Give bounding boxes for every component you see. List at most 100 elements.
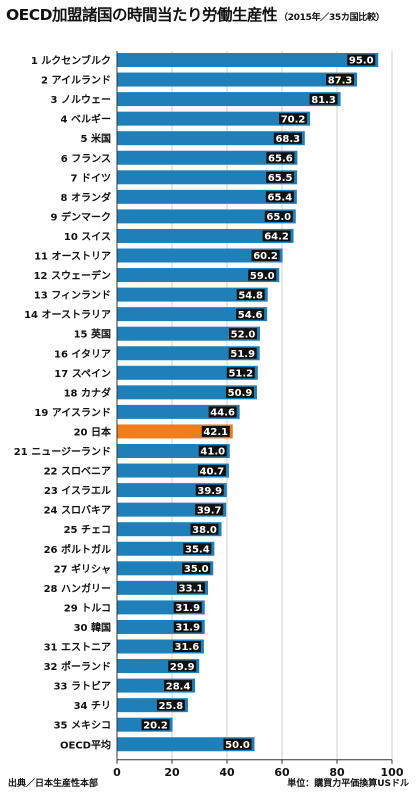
category-label: 20 日本 xyxy=(74,425,112,438)
value-label: 20.2 xyxy=(143,720,168,731)
value-label: 65.4 xyxy=(268,193,293,204)
category-label: 8 オランダ xyxy=(61,191,111,204)
bar xyxy=(117,326,260,341)
category-label: 27 ギリシャ xyxy=(54,562,111,575)
category-label: 2 アイルランド xyxy=(41,75,111,87)
category-label: 10 スイス xyxy=(64,231,111,243)
value-label-box xyxy=(236,289,265,301)
value-label-box xyxy=(197,465,226,477)
category-label: 21 ニュージーランド xyxy=(14,446,111,458)
bar xyxy=(117,189,297,204)
category-label: 33 ラトビア xyxy=(54,680,111,693)
category-label: 1 ルクセンブルク xyxy=(31,54,111,67)
bar xyxy=(117,53,379,67)
category-label: 26 ポルトガル xyxy=(44,543,111,556)
bar xyxy=(117,72,358,87)
value-label-box xyxy=(223,738,252,750)
value-label-box xyxy=(173,621,202,633)
bar xyxy=(117,268,280,283)
value-label-box xyxy=(265,191,294,203)
value-label: 31.6 xyxy=(175,642,200,653)
value-label-box xyxy=(173,601,202,613)
value-label: 31.9 xyxy=(175,623,200,634)
value-label-box xyxy=(266,152,295,164)
bar xyxy=(117,307,268,322)
value-label: 51.9 xyxy=(230,349,255,360)
category-label: 29 トルコ xyxy=(64,602,111,614)
x-tick-label: 100 xyxy=(381,766,404,779)
value-label-box xyxy=(273,132,302,144)
value-label-box xyxy=(164,680,193,692)
value-label-box xyxy=(326,74,355,86)
value-label-box xyxy=(183,543,212,555)
value-label-box xyxy=(251,250,280,261)
category-label: 6 フランス xyxy=(61,153,111,165)
category-label: 23 イスラエル xyxy=(44,485,111,497)
value-label-box xyxy=(347,54,376,66)
value-label: 31.9 xyxy=(175,603,200,614)
bar xyxy=(117,170,298,185)
value-label: 44.6 xyxy=(210,408,235,419)
category-label: 14 オーストラリア xyxy=(24,309,111,321)
value-label: 35.4 xyxy=(185,544,210,555)
bar xyxy=(117,92,341,107)
value-label: 35.0 xyxy=(184,564,209,575)
category-label: 16 イタリア xyxy=(54,348,111,360)
value-label: 50.9 xyxy=(228,388,253,399)
category-label: 18 カナダ xyxy=(64,386,111,399)
category-label: 25 チェコ xyxy=(64,524,111,536)
value-label-box xyxy=(198,445,227,457)
bar xyxy=(117,111,311,126)
chart-subtitle: （2015年／35カ国比較） xyxy=(279,13,385,23)
bar xyxy=(117,385,257,400)
value-label: 65.0 xyxy=(266,212,291,223)
value-label: 81.3 xyxy=(311,95,336,106)
value-label-box xyxy=(141,719,170,731)
value-label: 54.6 xyxy=(238,310,263,321)
value-label: 95.0 xyxy=(349,56,374,67)
category-label: 13 フィンランド xyxy=(34,290,111,302)
category-label: 3 ノルウェー xyxy=(51,94,111,106)
value-label: 33.1 xyxy=(179,584,204,595)
value-label: 87.3 xyxy=(328,75,353,86)
value-label-box xyxy=(309,93,338,105)
chart-title: OECD加盟諸国の時間当たり労働生産性 xyxy=(6,6,278,24)
category-label: 35 メキシコ xyxy=(54,720,111,732)
value-label: 38.0 xyxy=(192,525,217,536)
value-label-box xyxy=(225,386,254,398)
category-label: OECD平均 xyxy=(60,738,111,751)
category-label: 22 スロベニア xyxy=(44,466,111,478)
unit-note: 単位：購買力平価換算USドル xyxy=(287,779,409,789)
category-label: 9 デンマーク xyxy=(51,210,111,223)
bar xyxy=(117,737,255,752)
value-label-box xyxy=(279,113,308,125)
category-label: 31 エストニア xyxy=(44,642,111,654)
value-label: 39.7 xyxy=(197,505,222,516)
value-label-box xyxy=(168,660,197,672)
value-label: 41.0 xyxy=(200,447,225,458)
x-tick-label: 20 xyxy=(164,766,180,779)
category-label: 5 米国 xyxy=(81,132,111,145)
chart-title-area: OECD加盟諸国の時間当たり労働生産性 （2015年／35カ国比較） xyxy=(6,3,416,25)
x-tick-label: 60 xyxy=(274,766,290,779)
bar xyxy=(117,287,268,302)
value-label-box xyxy=(195,484,224,496)
value-label-box xyxy=(236,308,265,320)
value-label: 29.9 xyxy=(170,662,195,673)
bar xyxy=(117,248,283,263)
value-label-box xyxy=(182,562,211,574)
value-label-box xyxy=(248,269,277,281)
value-label: 51.2 xyxy=(228,369,253,380)
bar xyxy=(117,150,298,165)
value-label: 65.6 xyxy=(268,153,293,164)
value-label: 52.0 xyxy=(231,329,256,340)
value-label-box xyxy=(264,210,293,222)
value-label-box xyxy=(262,230,291,242)
category-label: 4 ベルギー xyxy=(61,113,111,126)
value-label-box xyxy=(177,582,206,594)
value-label: 70.2 xyxy=(281,114,306,125)
category-label: 34 チリ xyxy=(74,700,111,712)
bar xyxy=(117,365,258,380)
category-label: 30 韓国 xyxy=(74,621,111,634)
